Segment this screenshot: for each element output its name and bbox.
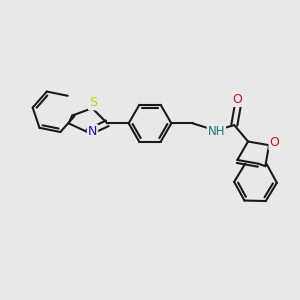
- Text: O: O: [269, 136, 279, 149]
- Text: O: O: [232, 93, 242, 106]
- Text: N: N: [88, 125, 97, 138]
- Text: S: S: [89, 96, 97, 110]
- Text: NH: NH: [208, 124, 225, 138]
